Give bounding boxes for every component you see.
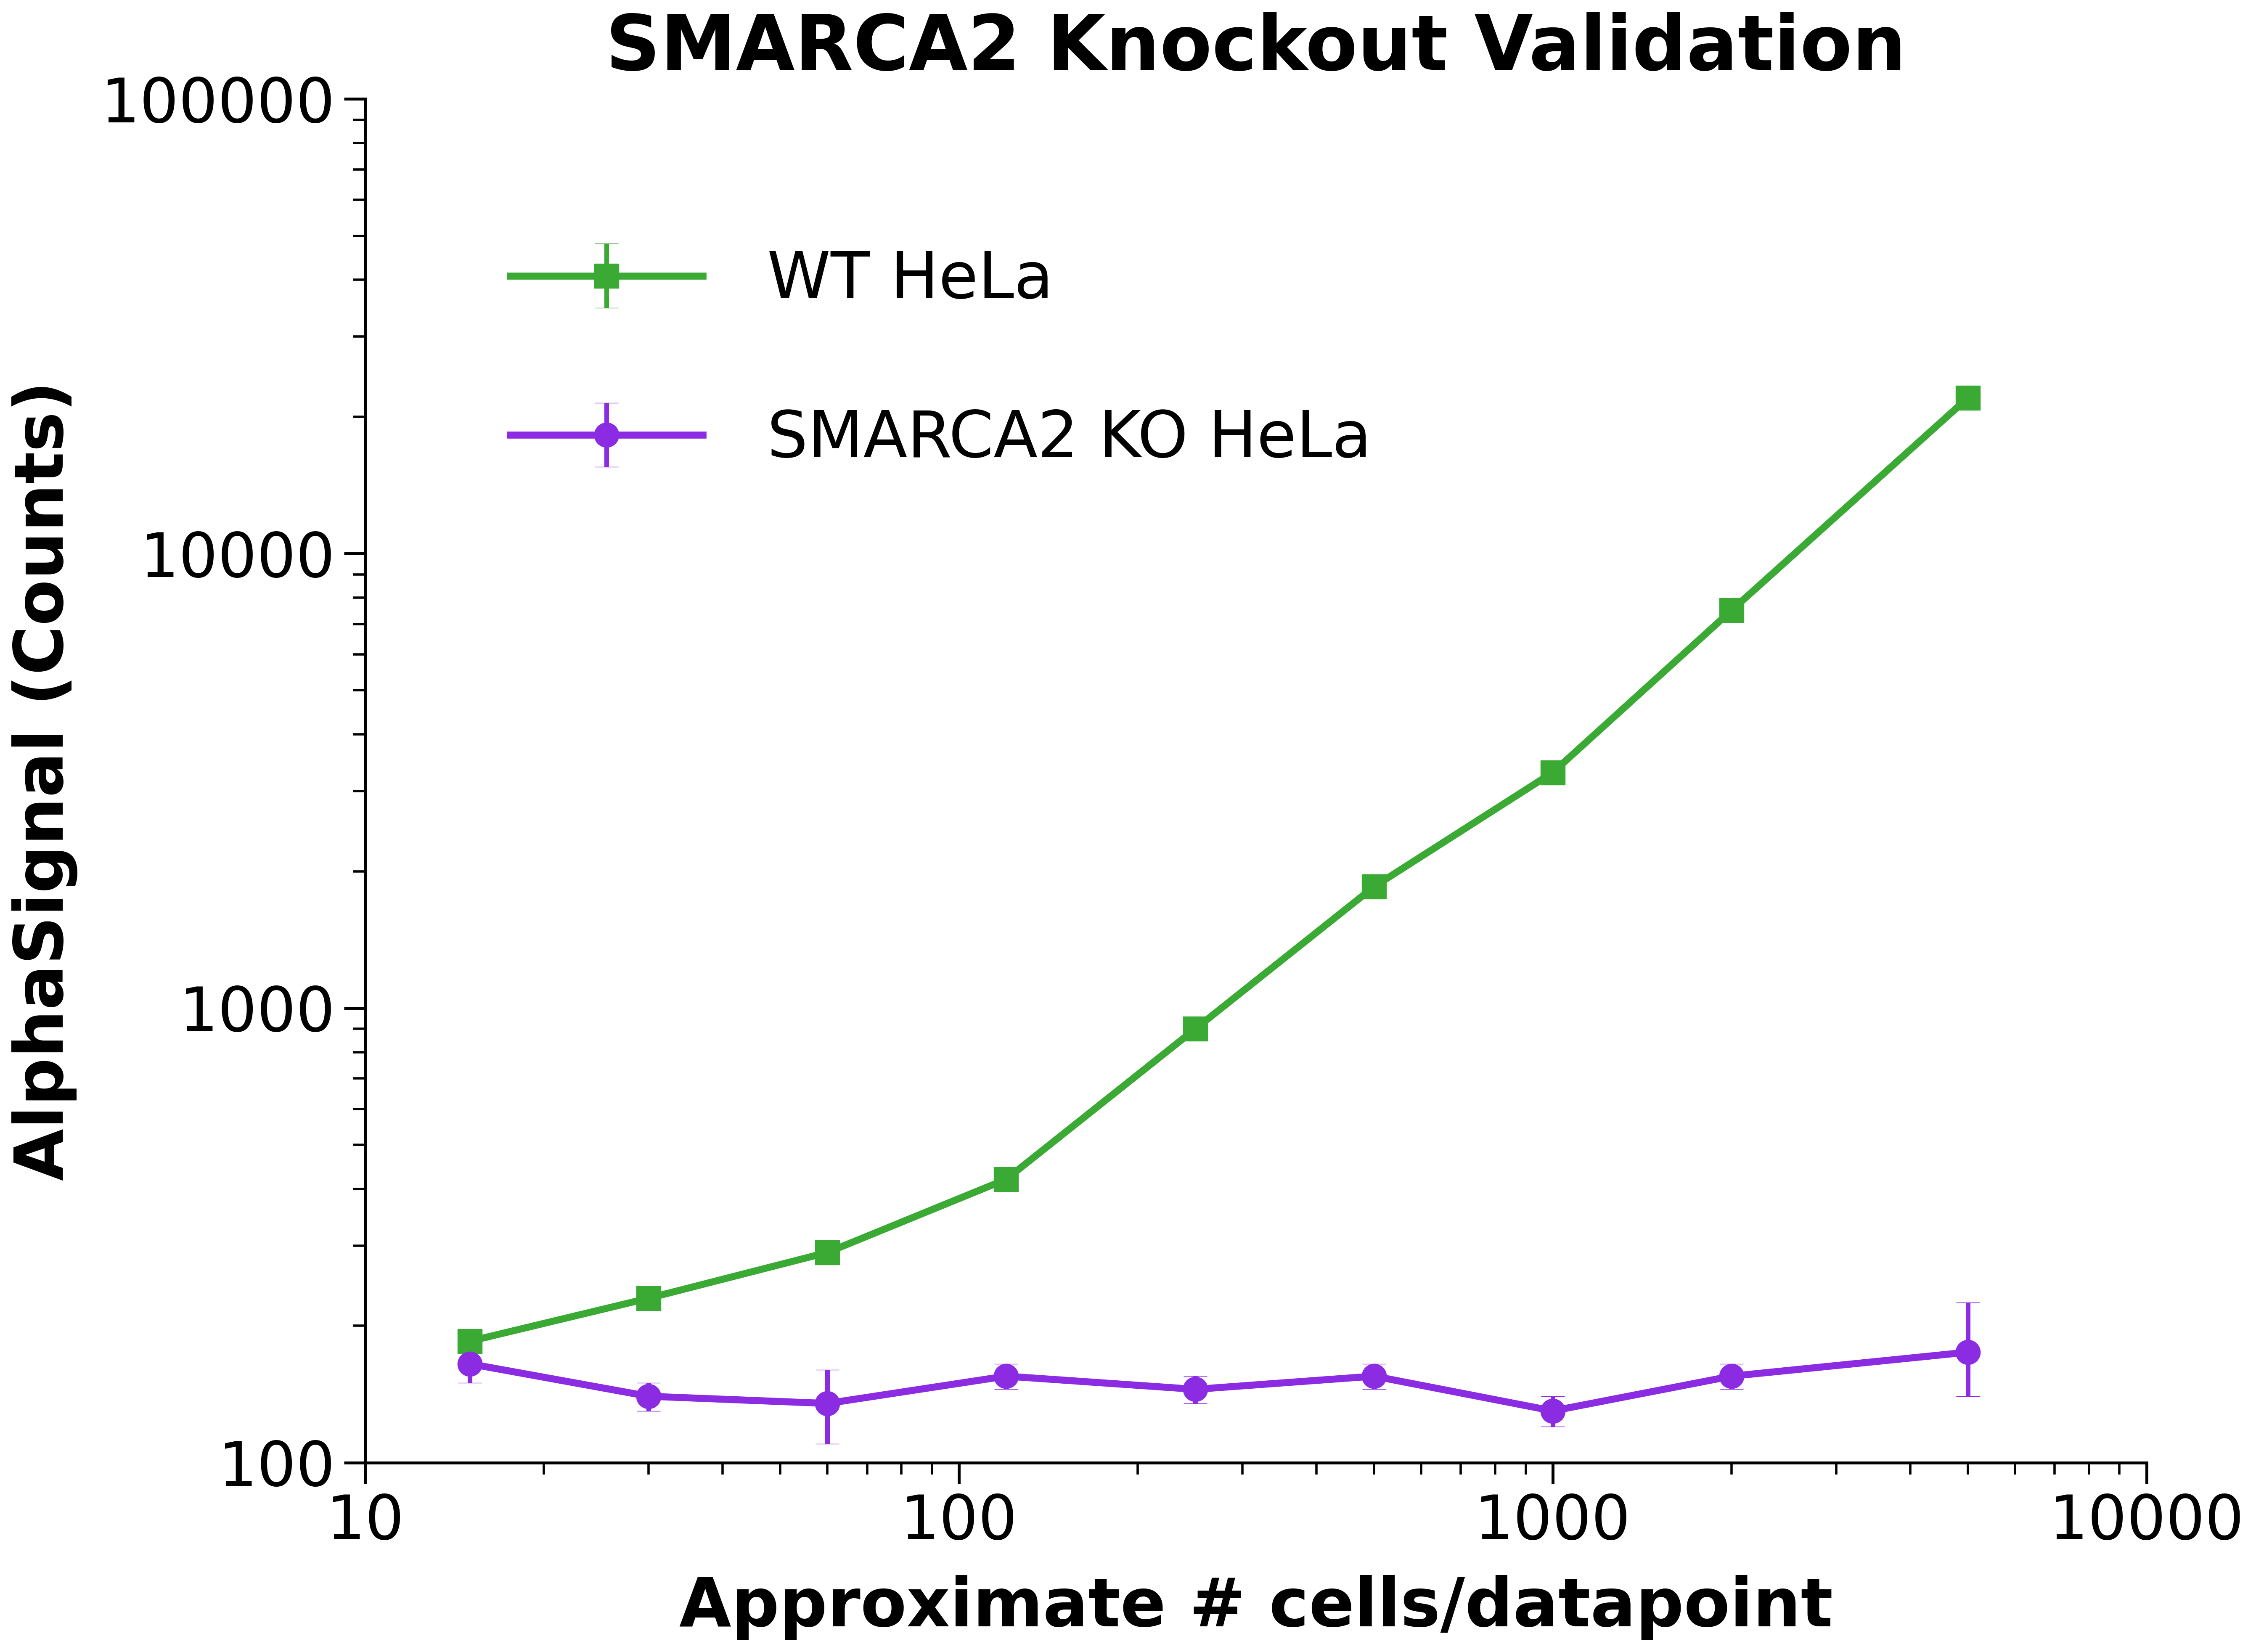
X-axis label: Approximate # cells/datapoint: Approximate # cells/datapoint: [679, 1574, 1832, 1640]
Title: SMARCA2 Knockout Validation: SMARCA2 Knockout Validation: [605, 12, 1906, 86]
Legend: WT HeLa, SMARCA2 KO HeLa: WT HeLa, SMARCA2 KO HeLa: [433, 172, 1448, 548]
Y-axis label: AlphaSignal (Counts): AlphaSignal (Counts): [11, 382, 77, 1181]
